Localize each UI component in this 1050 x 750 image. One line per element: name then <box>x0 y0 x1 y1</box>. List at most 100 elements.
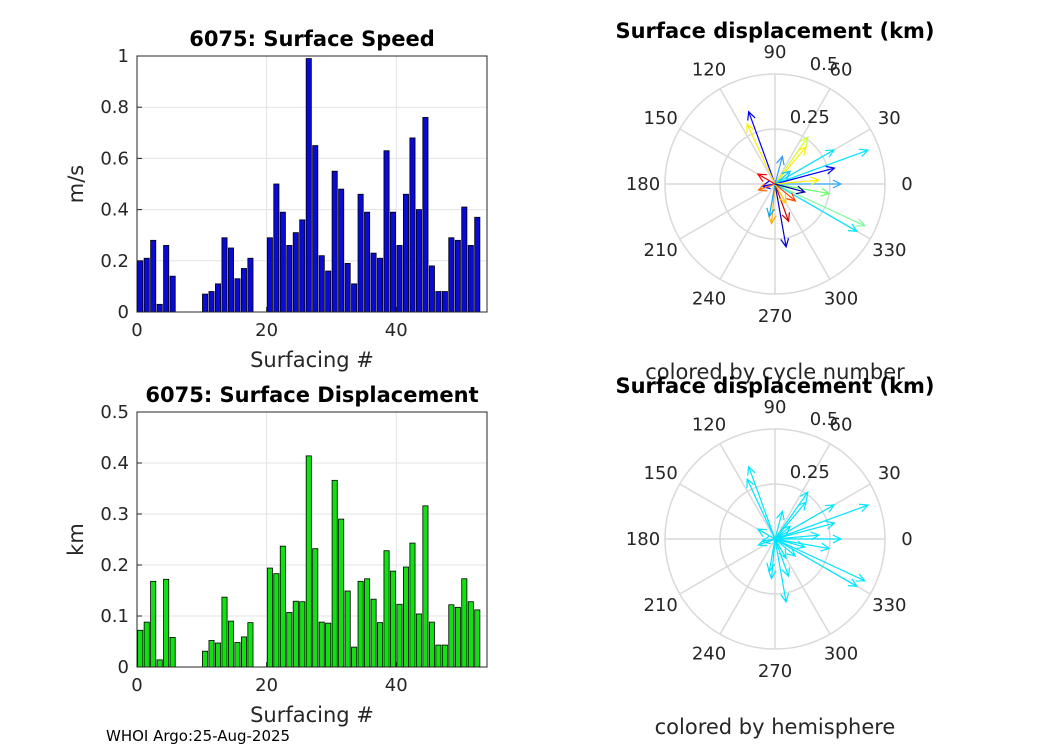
arrow-shaft <box>768 538 776 572</box>
radial-tick-label: 0.25 <box>790 462 830 483</box>
bar <box>208 640 215 668</box>
displacement-arrow <box>774 538 859 587</box>
arrow-shaft <box>774 183 805 193</box>
bar <box>402 566 409 668</box>
angle-label: 30 <box>878 108 901 129</box>
arrow-shaft <box>774 183 865 227</box>
bar <box>441 291 448 313</box>
arrow-shaft <box>758 538 776 546</box>
bar <box>286 612 293 668</box>
polar-ring <box>664 428 886 650</box>
radial-tick-label: 0.25 <box>790 107 830 128</box>
y-tick-label: 0.8 <box>100 97 129 118</box>
arrow-shaft <box>758 183 776 191</box>
axes-box <box>136 411 488 668</box>
arrow-head <box>847 223 859 232</box>
arrow-head <box>781 212 791 223</box>
bar <box>325 622 332 668</box>
arrow-head <box>781 170 792 180</box>
arrow-head <box>832 534 843 544</box>
bar <box>364 578 371 668</box>
bar <box>234 642 241 668</box>
arrow-head <box>820 542 831 552</box>
angle-label: 300 <box>824 288 858 309</box>
x-axis-label: Surfacing # <box>250 703 374 727</box>
bar <box>448 237 455 313</box>
bar <box>279 545 286 668</box>
bar <box>461 578 468 668</box>
displacement-arrow <box>747 465 776 540</box>
arrow-head <box>776 155 785 166</box>
arrow-head <box>810 176 821 186</box>
bar <box>202 293 209 313</box>
arrow-head <box>780 593 790 604</box>
arrow-shaft <box>748 111 776 185</box>
bar <box>305 58 312 313</box>
arrow-head <box>781 567 791 578</box>
displacement-arrow <box>774 183 790 249</box>
displacement-arrow <box>774 165 836 185</box>
displacement-arrow <box>774 538 791 578</box>
arrow-shaft <box>774 538 858 587</box>
arrow-shaft <box>774 183 830 195</box>
arrow-shaft <box>774 146 807 185</box>
x-tick-label: 20 <box>255 675 278 696</box>
arrow-head <box>756 173 767 182</box>
displacement-arrow <box>766 538 776 573</box>
bar <box>163 245 170 313</box>
polar-hemisphere-chart: 0 30 60 90 120 150 180 210 240 270 300 330 0.25 0.5 Su… <box>615 374 934 739</box>
arrow-head <box>799 491 809 502</box>
arrow-shaft <box>774 538 787 559</box>
bar <box>461 206 468 313</box>
bar <box>215 642 222 668</box>
chart-title: 6075: Surface Displacement <box>145 383 478 407</box>
bar <box>137 629 144 668</box>
y-tick-label: 0 <box>118 302 129 323</box>
displacement-arrow <box>774 538 866 582</box>
bar <box>318 255 325 313</box>
arrow-head <box>825 165 836 175</box>
bar <box>169 637 176 668</box>
displacement-arrow <box>756 173 776 185</box>
arrow-head <box>776 510 785 521</box>
bar <box>351 646 358 668</box>
arrow-head <box>781 525 792 535</box>
displacement-arrow <box>774 170 792 185</box>
bar <box>247 257 254 313</box>
bar <box>266 567 273 668</box>
x-tick-label: 0 <box>131 675 142 696</box>
radial-tick-label: 0.5 <box>810 409 839 430</box>
angle-label: 330 <box>872 595 906 616</box>
bar <box>351 283 358 313</box>
bar <box>344 262 351 313</box>
arrow-shaft <box>774 538 805 548</box>
bar <box>331 170 338 313</box>
arrow-shaft <box>774 183 787 204</box>
x-axis-label: Surfacing # <box>250 348 374 372</box>
bar <box>137 260 144 313</box>
arrow-shaft <box>774 149 835 185</box>
arrow-head <box>778 549 787 560</box>
displacement-arrow <box>775 179 843 189</box>
arrow-head <box>825 149 836 158</box>
bar <box>409 542 416 668</box>
bar <box>240 636 247 668</box>
displacement-arrow <box>774 504 836 540</box>
displacement-arrow <box>746 477 776 540</box>
arrow-head <box>795 185 807 195</box>
chart-title: 6075: Surface Speed <box>189 27 435 51</box>
bar <box>266 237 273 313</box>
arrow-shaft <box>774 522 835 540</box>
bar <box>357 193 364 313</box>
bar <box>292 232 299 313</box>
arrow-head <box>797 145 807 156</box>
arrow-head <box>825 520 836 530</box>
arrow-head <box>756 528 767 537</box>
arrow-head <box>780 238 790 249</box>
bar <box>331 479 338 668</box>
bar <box>370 252 377 313</box>
bar <box>435 644 442 668</box>
arrow-shaft <box>774 156 783 185</box>
bar <box>312 145 319 313</box>
